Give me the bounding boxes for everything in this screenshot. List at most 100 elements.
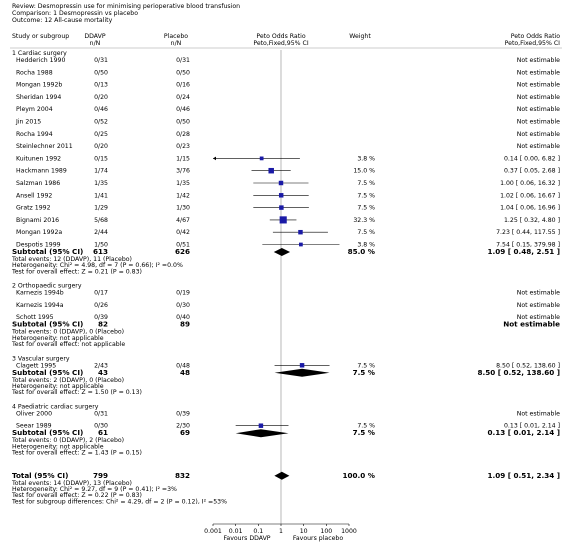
n1: 1/50 (94, 242, 108, 249)
favours-left: Favours DDAVP (223, 535, 270, 542)
pooled-label: Subtotal (95% CI) (12, 247, 83, 256)
diamond (274, 368, 330, 377)
n1: 0/31 (94, 57, 108, 64)
effect: Not estimable (517, 290, 560, 297)
note: Total events: 0 (DDAVP), 2 (Placebo) (11, 437, 124, 444)
note: Test for overall effect: Z = 1.50 (P = 0… (11, 389, 142, 396)
n2: 832 (175, 471, 190, 480)
comparison: Comparison: 1 Desmopressin vs placebo (12, 10, 138, 17)
column-header: Peto Odds Ratio (511, 33, 561, 40)
effect: Not estimable (517, 302, 560, 309)
n1: 1/29 (94, 205, 108, 212)
x-tick-label: 100 (320, 528, 332, 535)
effect: 1.09 [ 0.51, 2.34 ] (487, 471, 560, 480)
weight: 7.5 % (357, 362, 375, 369)
weight: 85.0 % (348, 247, 375, 256)
weight: 15.0 % (353, 168, 375, 175)
effect: Not estimable (517, 131, 560, 138)
effect: 1.04 [ 0.06, 16.96 ] (500, 205, 560, 212)
weight: 100.0 % (343, 471, 375, 480)
effect: 0.13 [ 0.01, 2.14 ] (504, 423, 560, 430)
column-header: n/N (171, 40, 182, 47)
group-title: 1 Cardiac surgery (12, 50, 67, 57)
n2: 0/28 (176, 131, 190, 138)
n2: 0/19 (176, 290, 190, 297)
column-header: Placebo (164, 33, 188, 40)
n1: 0/13 (94, 82, 108, 89)
weight: 7.5 % (357, 229, 375, 236)
n2: 0/23 (176, 143, 190, 150)
ci-arrow (213, 156, 216, 161)
n1: 5/68 (94, 217, 108, 224)
note: Total events: 2 (DDAVP), 0 (Placebo) (11, 377, 124, 384)
point-estimate (299, 363, 305, 368)
effect: Not estimable (517, 410, 560, 417)
n2: 0/46 (176, 106, 190, 113)
effect: 7.54 [ 0.15, 379.98 ] (496, 242, 560, 249)
note: Total events: 14 (DDAVP), 13 (Placebo) (11, 480, 132, 487)
study-name: Mongan 1992a (16, 229, 62, 236)
point-estimate (299, 242, 303, 247)
effect: Not estimable (517, 119, 560, 126)
effect: 0.13 [ 0.01, 2.14 ] (487, 428, 560, 437)
study-name: Despotis 1999 (16, 242, 61, 249)
study-name: Karnezis 1994a (16, 302, 64, 309)
effect: 0.14 [ 0.00, 6.82 ] (504, 155, 560, 162)
n1: 1/74 (94, 168, 108, 175)
note: Test for overall effect: Z = 0.22 (P = 0… (11, 492, 142, 499)
n1: 43 (98, 368, 108, 377)
n1: 0/30 (94, 423, 108, 430)
study-name: Sheridan 1994 (16, 94, 61, 101)
note: Heterogeneity: Chi² = 9.27, df = 9 (P = … (12, 486, 177, 493)
n2: 0/51 (176, 242, 190, 249)
weight: 7.5 % (357, 423, 375, 430)
weight: 7.5 % (357, 192, 375, 199)
n1: 82 (98, 320, 108, 329)
x-tick-label: 0.1 (253, 528, 263, 535)
n2: 1/15 (176, 155, 190, 162)
effect: Not estimable (517, 143, 560, 150)
note: Heterogeneity: not applicable (12, 443, 104, 450)
n1: 799 (93, 471, 108, 480)
n1: 0/25 (94, 131, 108, 138)
note: Total events: 12 (DDAVP), 11 (Placebo) (11, 256, 132, 263)
favours-right: Favours placebo (293, 535, 343, 542)
study-name: Rocha 1994 (16, 131, 53, 138)
pooled-label: Total (95% CI) (12, 471, 68, 480)
column-header: n/N (90, 40, 101, 47)
study-name: Clagett 1995 (16, 362, 56, 369)
pooled-label: Subtotal (95% CI) (12, 428, 83, 437)
point-estimate (279, 216, 287, 224)
effect: 0.37 [ 0.05, 2.68 ] (504, 168, 560, 175)
n1: 2/43 (94, 362, 108, 369)
effect: Not estimable (517, 106, 560, 113)
n1: 0/20 (94, 94, 108, 101)
n2: 0/24 (176, 94, 190, 101)
study-name: Gratz 1992 (16, 205, 51, 212)
x-tick-label: 0.001 (204, 528, 222, 535)
point-estimate (298, 229, 303, 235)
effect: 8.50 [ 0.52, 138.60 ] (496, 362, 560, 369)
n1: 2/44 (94, 229, 108, 236)
note: Test for overall effect: not applicable (11, 341, 125, 348)
note: Heterogeneity: not applicable (12, 383, 104, 390)
n1: 1/35 (94, 180, 108, 187)
n2: 3/76 (176, 168, 190, 175)
point-estimate (258, 423, 264, 428)
study-name: Kuitunen 1992 (16, 155, 61, 162)
effect: Not estimable (503, 320, 560, 329)
outcome: Outcome: 12 All-cause mortality (12, 17, 113, 24)
n1: 0/50 (94, 69, 108, 76)
n1: 61 (98, 428, 108, 437)
study-name: Bignami 2016 (16, 217, 59, 224)
study-name: Steinlechner 2011 (16, 143, 73, 150)
study-name: Hedderich 1990 (16, 57, 65, 64)
column-header: Weight (349, 33, 371, 40)
n2: 48 (180, 368, 190, 377)
effect: Not estimable (517, 314, 560, 321)
n1: 613 (93, 247, 108, 256)
study-name: Seear 1989 (16, 423, 52, 430)
effect: Not estimable (517, 57, 560, 64)
effect: 7.23 [ 0.44, 117.55 ] (496, 229, 560, 236)
